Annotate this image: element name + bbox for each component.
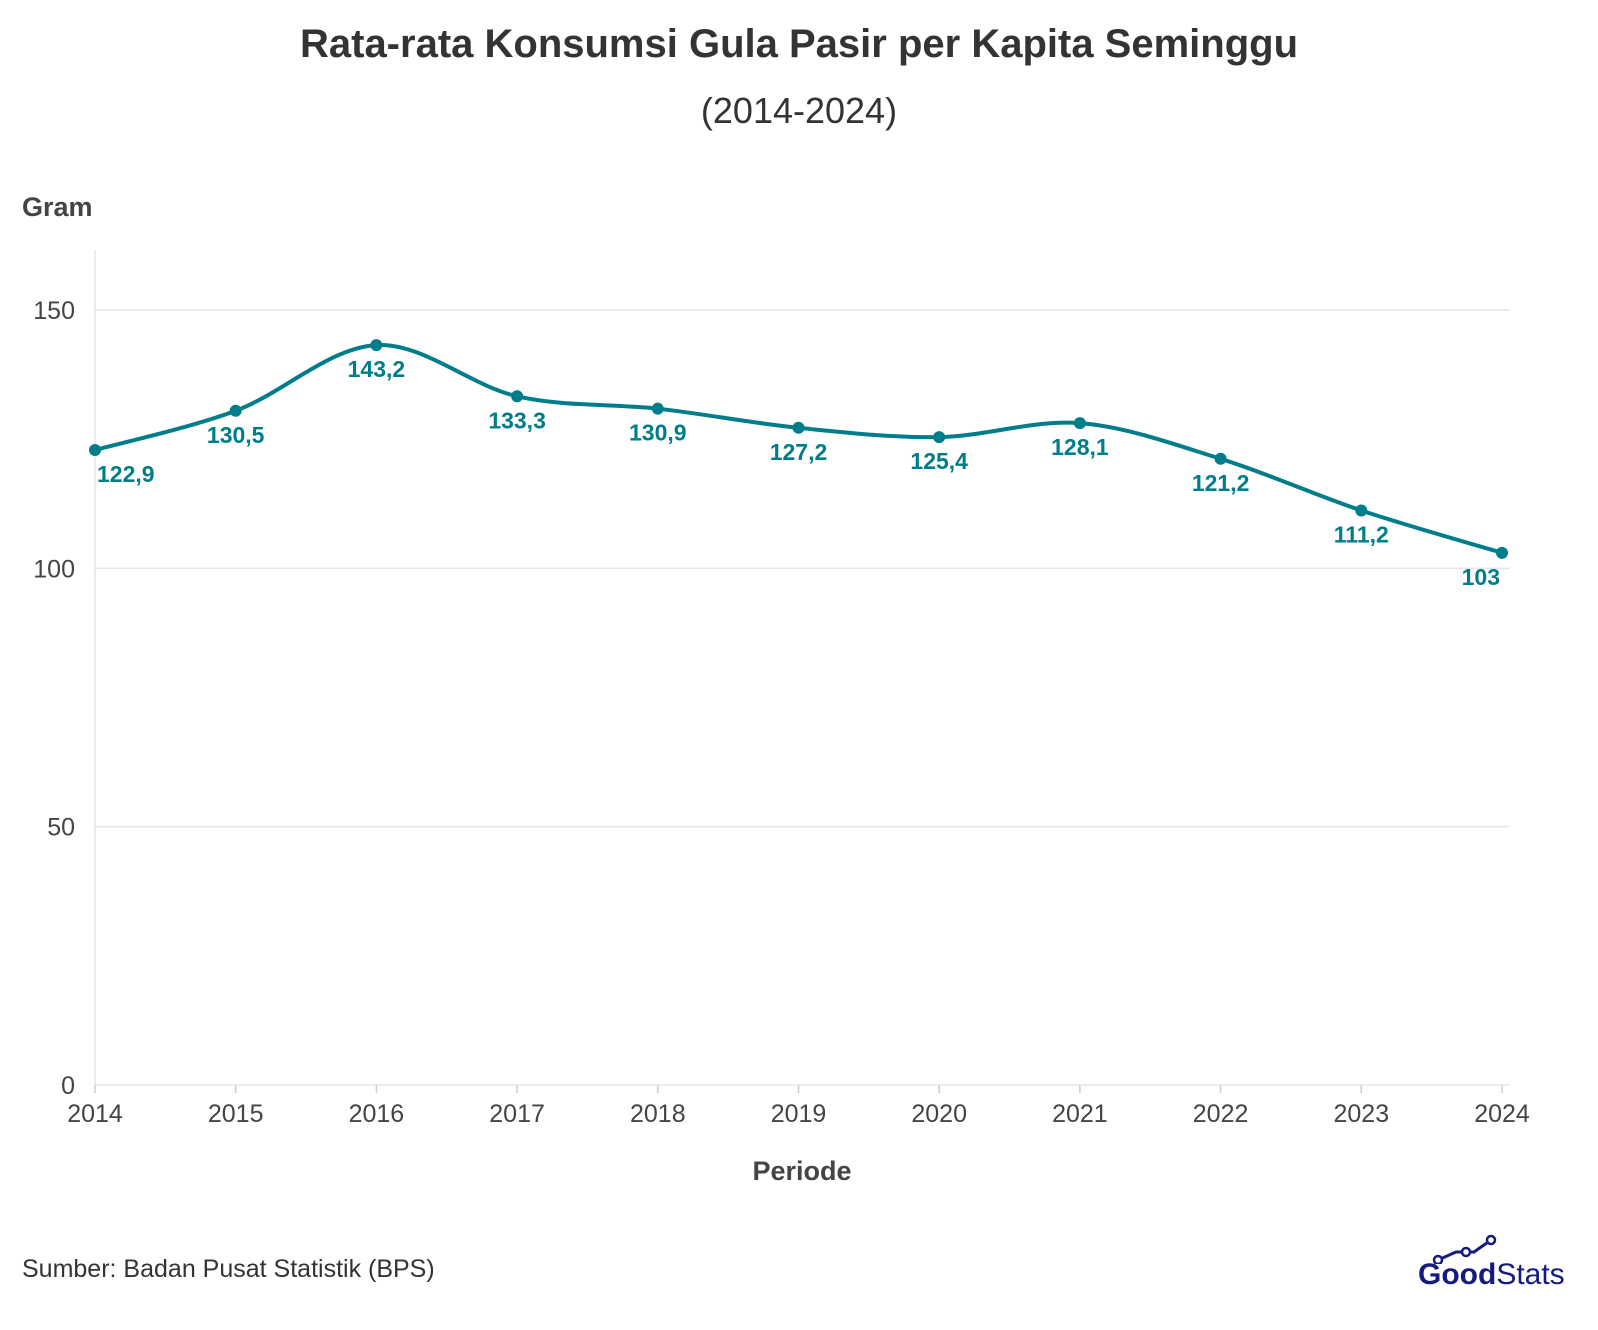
data-point xyxy=(511,390,524,403)
data-point xyxy=(1355,504,1368,517)
data-point xyxy=(370,339,383,352)
data-label: 130,5 xyxy=(207,422,265,448)
chart-title: Rata-rata Konsumsi Gula Pasir per Kapita… xyxy=(299,22,1299,66)
x-tick-label: 2023 xyxy=(1333,1100,1389,1128)
data-point xyxy=(1073,417,1086,430)
y-axis-label: Gram xyxy=(22,192,93,222)
data-label: 143,2 xyxy=(348,356,406,382)
x-tick-label: 2016 xyxy=(349,1100,405,1128)
logo-graph-icon xyxy=(1432,1234,1497,1264)
data-label: 125,4 xyxy=(910,448,968,474)
x-tick-label: 2024 xyxy=(1474,1100,1530,1128)
data-label: 128,1 xyxy=(1051,434,1109,460)
data-label: 103 xyxy=(1462,564,1500,590)
data-point xyxy=(651,402,664,415)
data-point xyxy=(1496,546,1508,559)
y-tick-label: 0 xyxy=(61,1072,75,1100)
data-point xyxy=(89,444,101,457)
data-point xyxy=(229,404,242,417)
data-label: 111,2 xyxy=(1334,521,1389,547)
data-point xyxy=(1214,452,1227,465)
y-tick-label: 150 xyxy=(33,297,75,325)
x-tick-label: 2018 xyxy=(630,1100,686,1128)
chart-subtitle: (2014-2024) xyxy=(700,90,898,131)
x-tick-label: 2021 xyxy=(1052,1100,1108,1128)
data-point xyxy=(792,421,805,434)
data-label: 130,9 xyxy=(629,420,687,446)
x-tick-label: 2022 xyxy=(1193,1100,1249,1128)
data-label: 133,3 xyxy=(488,407,546,433)
goodstats-logo: GoodStats xyxy=(1418,1234,1565,1292)
logo-good: Good xyxy=(1418,1258,1497,1291)
data-label: 121,2 xyxy=(1192,470,1250,496)
data-label: 122,9 xyxy=(97,461,155,487)
source-note: Sumber: Badan Pusat Statistik (BPS) xyxy=(22,1255,435,1283)
data-label: 127,2 xyxy=(770,439,828,465)
y-tick-label: 100 xyxy=(33,555,75,583)
x-tick-label: 2014 xyxy=(67,1100,123,1128)
logo-stats: Stats xyxy=(1496,1258,1565,1291)
data-point xyxy=(933,431,946,444)
x-tick-label: 2020 xyxy=(911,1100,967,1128)
x-tick-label: 2017 xyxy=(489,1100,545,1128)
x-tick-label: 2015 xyxy=(208,1100,264,1128)
x-axis-label: Periode xyxy=(752,1156,851,1186)
x-tick-label: 2019 xyxy=(771,1100,827,1128)
y-tick-label: 50 xyxy=(47,814,75,842)
